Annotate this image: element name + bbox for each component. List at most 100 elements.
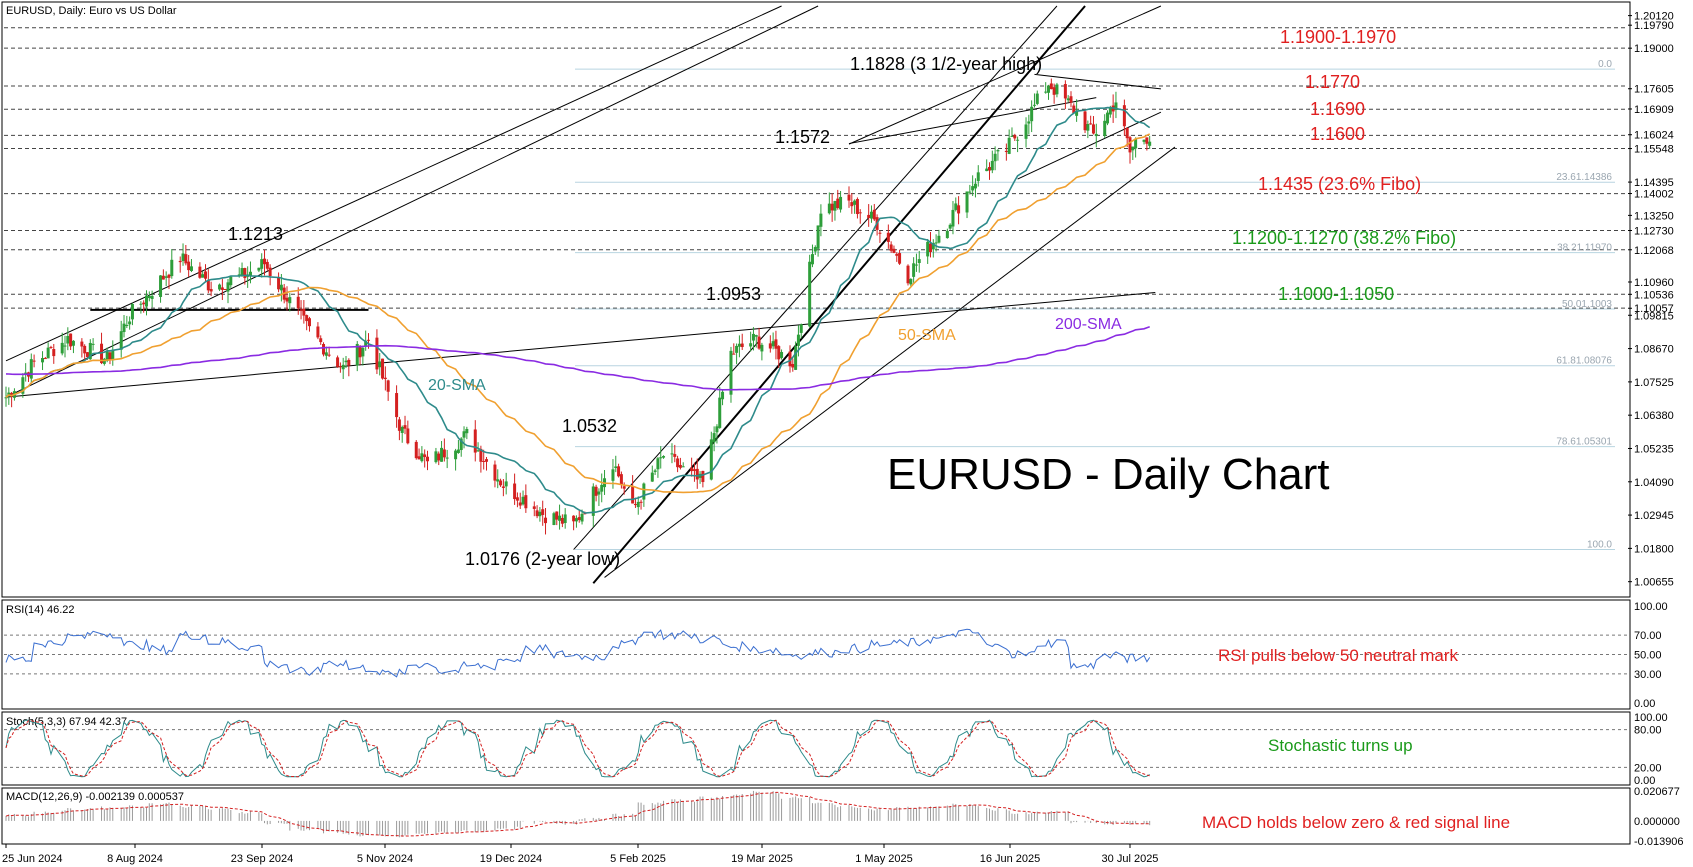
- price-axis-label: 1.09815: [1634, 310, 1674, 322]
- chart-title: EURUSD - Daily Chart: [887, 450, 1330, 499]
- candle-body: [732, 353, 736, 355]
- price-axis-label: 1.16024: [1634, 130, 1674, 142]
- candle-body: [690, 467, 694, 472]
- candle-body: [403, 425, 407, 429]
- candle-body: [105, 351, 109, 361]
- candle-body: [656, 458, 660, 470]
- price-axis-label: 1.14002: [1634, 189, 1674, 201]
- macd-signal-line: [5, 791, 1150, 837]
- candle-body: [479, 448, 483, 462]
- rsi-axis-label: 50.00: [1634, 650, 1662, 662]
- candle-body: [355, 343, 359, 366]
- candle-body: [636, 501, 640, 508]
- candle-body: [754, 335, 758, 337]
- date-axis-label: 30 Jul 2025: [1102, 853, 1159, 865]
- candle-body: [473, 429, 477, 453]
- candle-body: [1125, 128, 1129, 139]
- candle-body: [1128, 137, 1132, 153]
- candle-body: [653, 470, 657, 472]
- candle-body: [302, 308, 306, 316]
- rsi-axis-label: 70.00: [1634, 630, 1662, 642]
- candle-body: [83, 345, 87, 354]
- date-axis-label: 19 Dec 2024: [480, 853, 542, 865]
- candle-body: [594, 486, 598, 496]
- candle-body: [988, 167, 991, 171]
- candle-body: [102, 358, 106, 364]
- candle-body: [819, 213, 823, 227]
- candle-body: [41, 357, 45, 363]
- price-axis-label: 1.08670: [1634, 344, 1674, 356]
- candle-body: [619, 474, 623, 485]
- candle-body: [1072, 105, 1076, 114]
- candle-body: [375, 337, 379, 370]
- candle-body: [46, 347, 50, 359]
- candle-body: [386, 380, 390, 392]
- candle-body: [1030, 106, 1034, 122]
- price-axis-label: 1.19790: [1634, 20, 1674, 32]
- candle-body: [712, 433, 716, 443]
- candle-body: [85, 352, 89, 358]
- candle-body: [336, 357, 340, 367]
- candle-body: [1066, 98, 1070, 101]
- level-1435-fibo: 1.1435 (23.6% Fibo): [1258, 174, 1421, 194]
- candle-body: [426, 456, 429, 462]
- candle-body: [49, 346, 53, 348]
- candle-body: [71, 340, 75, 346]
- trendline: [5, 5, 782, 362]
- candle-body: [1148, 141, 1152, 146]
- candle-body: [322, 344, 326, 355]
- candle-body: [1047, 85, 1051, 93]
- candle-body: [692, 469, 696, 471]
- annotation-2year-low: 1.0176 (2-year low): [465, 549, 620, 569]
- sma50-line: [5, 133, 1151, 494]
- candle-body: [501, 486, 505, 488]
- candle-body: [119, 331, 123, 350]
- rsi-label: RSI(14) 46.22: [6, 604, 74, 616]
- candle-body: [951, 209, 955, 227]
- candle-body: [524, 495, 528, 509]
- rsi-panel-frame: [1, 599, 1631, 710]
- candle-body: [768, 343, 772, 349]
- candle-body: [226, 282, 230, 292]
- sma200-label: 200-SMA: [1055, 316, 1122, 333]
- price-axis-label: 1.20120: [1634, 11, 1674, 23]
- candle-body: [277, 276, 281, 290]
- level-1690: 1.1690: [1310, 99, 1365, 119]
- candle-body: [440, 447, 444, 462]
- trendline: [604, 146, 1176, 578]
- candle-body: [577, 517, 581, 521]
- candle-body: [414, 441, 418, 459]
- candle-body: [518, 502, 522, 506]
- candle-body: [808, 261, 812, 327]
- fib-label: 23.61.14386: [1556, 172, 1612, 183]
- candle-body: [167, 274, 171, 278]
- level-1900-1970: 1.1900-1.1970: [1280, 27, 1396, 47]
- candle-body: [839, 196, 843, 210]
- candle-body: [757, 336, 761, 349]
- candle-body: [52, 349, 56, 357]
- candle-body: [63, 345, 67, 347]
- candle-body: [485, 459, 489, 462]
- stoch-axis-label: 20.00: [1634, 762, 1662, 774]
- candle-body: [1091, 124, 1095, 134]
- candle-body: [1016, 139, 1020, 141]
- candle-body: [670, 453, 674, 455]
- candle-body: [945, 230, 949, 239]
- candle-body: [1007, 137, 1011, 154]
- candle-body: [1131, 146, 1135, 151]
- fib-label: 38.21.11970: [1557, 243, 1612, 254]
- candle-body: [591, 486, 595, 516]
- macd-axis-label: 0.000000: [1634, 816, 1680, 828]
- candle-body: [681, 466, 685, 468]
- candle-body: [827, 203, 831, 214]
- candle-body: [257, 267, 261, 271]
- candle-body: [1063, 84, 1067, 99]
- annotation-yearly-high: 1.1828 (3 1/2-year high): [850, 54, 1042, 74]
- price-axis-label: 1.10536: [1634, 289, 1674, 301]
- candle-body: [305, 315, 309, 322]
- candle-body: [1145, 137, 1149, 144]
- candle-body: [552, 513, 556, 525]
- level-1770: 1.1770: [1305, 72, 1360, 92]
- candle-body: [847, 194, 851, 201]
- candle-body: [1134, 139, 1138, 149]
